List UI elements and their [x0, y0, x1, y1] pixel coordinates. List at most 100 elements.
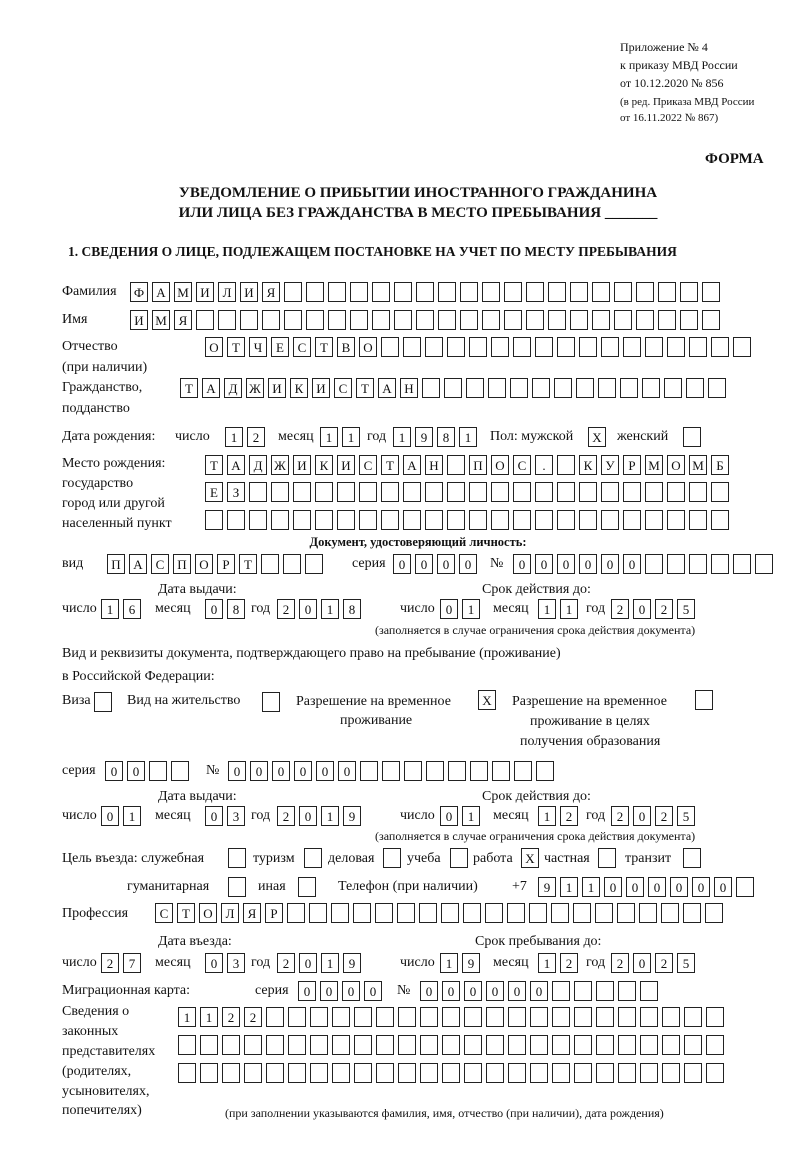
input-cell[interactable]	[661, 903, 679, 923]
input-cell[interactable]: 0	[633, 953, 651, 973]
input-cell[interactable]: 0	[459, 554, 477, 574]
input-cell[interactable]	[601, 510, 619, 530]
input-cell[interactable]	[482, 310, 500, 330]
input-cell[interactable]	[618, 981, 636, 1001]
input-cell[interactable]	[680, 282, 698, 302]
input-cell[interactable]	[601, 337, 619, 357]
input-cell[interactable]	[337, 482, 355, 502]
input-cell[interactable]: 2	[611, 806, 629, 826]
input-cell[interactable]: И	[337, 455, 355, 475]
input-cell[interactable]: И	[268, 378, 286, 398]
input-cell[interactable]: О	[199, 903, 217, 923]
input-cell[interactable]	[640, 981, 658, 1001]
input-cell[interactable]	[360, 761, 378, 781]
input-cell[interactable]: 0	[601, 554, 619, 574]
input-cell[interactable]	[557, 510, 575, 530]
input-cell[interactable]: Т	[180, 378, 198, 398]
input-cell[interactable]: 1	[582, 877, 600, 897]
input-cell[interactable]: О	[491, 455, 509, 475]
input-cell[interactable]	[645, 554, 663, 574]
input-cell[interactable]: О	[195, 554, 213, 574]
input-cell[interactable]	[576, 378, 594, 398]
input-cell[interactable]	[227, 510, 245, 530]
input-cell[interactable]: 0	[692, 877, 710, 897]
input-cell[interactable]	[645, 337, 663, 357]
input-cell[interactable]: 1	[123, 806, 141, 826]
input-cell[interactable]	[596, 981, 614, 1001]
input-cell[interactable]	[618, 1007, 636, 1027]
input-cell[interactable]: 0	[714, 877, 732, 897]
input-cell[interactable]: Я	[262, 282, 280, 302]
input-cell[interactable]	[504, 310, 522, 330]
input-cell[interactable]	[394, 282, 412, 302]
input-cell[interactable]: 6	[123, 599, 141, 619]
input-cell[interactable]	[450, 848, 468, 868]
input-cell[interactable]	[485, 903, 503, 923]
input-cell[interactable]	[376, 1007, 394, 1027]
input-cell[interactable]: 2	[655, 599, 673, 619]
input-cell[interactable]: О	[359, 337, 377, 357]
input-cell[interactable]: З	[227, 482, 245, 502]
input-cell[interactable]: П	[173, 554, 191, 574]
input-cell[interactable]	[350, 282, 368, 302]
input-cell[interactable]	[596, 1063, 614, 1083]
input-cell[interactable]: О	[205, 337, 223, 357]
input-cell[interactable]	[508, 1063, 526, 1083]
input-cell[interactable]: 0	[508, 981, 526, 1001]
input-cell[interactable]	[261, 554, 279, 574]
input-cell[interactable]: 0	[633, 599, 651, 619]
input-cell[interactable]: К	[579, 455, 597, 475]
input-cell[interactable]: К	[315, 455, 333, 475]
input-cell[interactable]: 0	[205, 953, 223, 973]
input-cell[interactable]	[684, 1063, 702, 1083]
input-cell[interactable]	[640, 1035, 658, 1055]
input-cell[interactable]	[579, 337, 597, 357]
input-cell[interactable]	[288, 1007, 306, 1027]
input-cell[interactable]	[196, 310, 214, 330]
input-cell[interactable]: 8	[343, 599, 361, 619]
input-cell[interactable]	[283, 554, 301, 574]
input-cell[interactable]: 0	[648, 877, 666, 897]
input-cell[interactable]	[526, 310, 544, 330]
input-cell[interactable]: 9	[343, 953, 361, 973]
input-cell[interactable]	[614, 310, 632, 330]
input-cell[interactable]	[711, 510, 729, 530]
input-cell[interactable]: 2	[655, 953, 673, 973]
input-cell[interactable]	[447, 337, 465, 357]
input-cell[interactable]: Ж	[246, 378, 264, 398]
input-cell[interactable]: 9	[415, 427, 433, 447]
input-cell[interactable]: 0	[316, 761, 334, 781]
input-cell[interactable]	[574, 981, 592, 1001]
input-cell[interactable]	[689, 482, 707, 502]
input-cell[interactable]: 1	[321, 599, 339, 619]
input-cell[interactable]	[708, 378, 726, 398]
input-cell[interactable]	[442, 1063, 460, 1083]
input-cell[interactable]	[617, 903, 635, 923]
input-cell[interactable]: Ж	[271, 455, 289, 475]
input-cell[interactable]: 2	[560, 806, 578, 826]
input-cell[interactable]	[492, 761, 510, 781]
input-cell[interactable]: И	[196, 282, 214, 302]
input-cell[interactable]	[755, 554, 773, 574]
input-cell[interactable]	[598, 378, 616, 398]
input-cell[interactable]: 0	[393, 554, 411, 574]
input-cell[interactable]	[684, 1035, 702, 1055]
input-cell[interactable]: Д	[224, 378, 242, 398]
input-cell[interactable]	[683, 848, 701, 868]
input-cell[interactable]	[398, 1063, 416, 1083]
input-cell[interactable]	[526, 282, 544, 302]
input-cell[interactable]	[310, 1035, 328, 1055]
input-cell[interactable]: 0	[530, 981, 548, 1001]
input-cell[interactable]	[397, 903, 415, 923]
input-cell[interactable]	[460, 310, 478, 330]
input-cell[interactable]	[513, 482, 531, 502]
input-cell[interactable]	[645, 510, 663, 530]
input-cell[interactable]	[601, 482, 619, 502]
input-cell[interactable]	[306, 310, 324, 330]
input-cell[interactable]: Я	[174, 310, 192, 330]
input-cell[interactable]	[249, 482, 267, 502]
input-cell[interactable]: 2	[655, 806, 673, 826]
input-cell[interactable]: 9	[343, 806, 361, 826]
input-cell[interactable]: 8	[437, 427, 455, 447]
input-cell[interactable]: 9	[462, 953, 480, 973]
